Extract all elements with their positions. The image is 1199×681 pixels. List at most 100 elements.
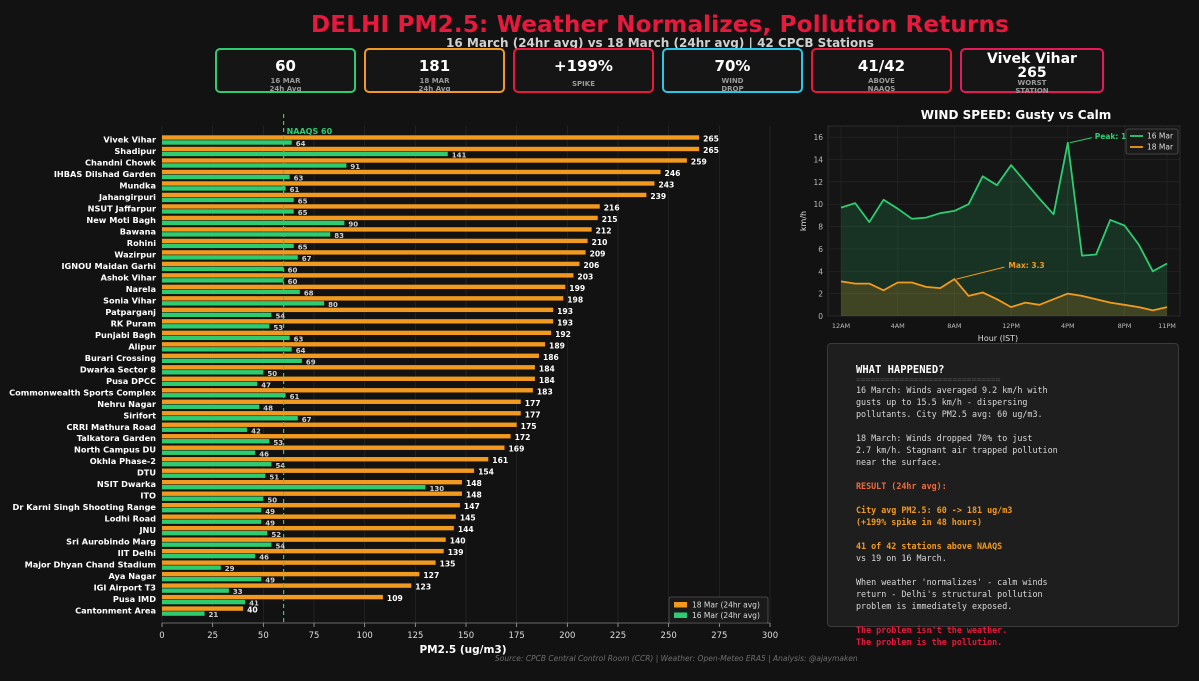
bar-mar18-value: 209 [590, 249, 606, 258]
bar-mar18-value: 123 [415, 583, 431, 592]
wind-area-mar16 [841, 142, 1167, 316]
bar-mar18 [162, 135, 700, 140]
bar-mar16-value: 54 [275, 462, 285, 470]
bar-mar18 [162, 514, 456, 519]
wind-line-mar18 [840, 278, 1168, 312]
bar-mar18 [162, 399, 521, 404]
bar-mar16-value: 46 [259, 554, 269, 562]
bar-mar16 [162, 347, 292, 352]
wind-ytick-label: 4 [818, 267, 823, 276]
station-label: New Moti Bagh [86, 215, 156, 225]
station-label: Patparganj [105, 307, 156, 317]
kpi-mar18-avg: 181 18 MAR 24h Avg [364, 48, 505, 93]
bar-mar16-value: 90 [348, 221, 358, 229]
note-result-city: City avg PM2.5: 60 -> 181 ug/m3 (+199% s… [856, 505, 1013, 527]
bar-mar18 [162, 365, 535, 370]
wind-y-axis-title: km/h [799, 211, 808, 231]
bar-mar18 [162, 376, 535, 381]
bar-mar18-value: 199 [569, 284, 585, 293]
bar-mar16-value: 51 [269, 473, 279, 481]
bar-mar16 [162, 404, 260, 409]
bar-mar16 [162, 450, 256, 455]
bar-mar18 [162, 411, 521, 416]
wind-ytick-label: 12 [813, 178, 823, 187]
wind-xtick-label: 11PM [1158, 322, 1176, 330]
bar-mar18-value: 148 [466, 491, 482, 500]
wind-line-mar16 [840, 141, 1168, 273]
bar-mar16 [162, 427, 248, 432]
station-label: ITO [140, 491, 156, 501]
kpi-spike: +199% SPIKE [513, 48, 654, 93]
wind-area-mar18 [841, 279, 1167, 316]
bar-mar18-value: 193 [557, 318, 573, 327]
bar-xtick-label: 0 [159, 631, 164, 641]
wind-xtick-label: 8AM [947, 322, 961, 330]
bar-mar16 [162, 542, 272, 547]
bar-mar16 [162, 462, 272, 467]
bar-mar16-value: 91 [350, 163, 360, 171]
station-label: IHBAS Dilshad Garden [54, 169, 156, 179]
bar-mar16-value: 46 [259, 450, 269, 458]
wind-xtick-label: 12AM [832, 322, 850, 330]
bar-mar16 [162, 611, 205, 616]
bar-mar18-value: 246 [665, 169, 681, 178]
station-label: Lodhi Road [104, 514, 156, 524]
note-result-compare: vs 19 on 16 March. [856, 553, 947, 563]
station-label: Burari Crossing [85, 353, 156, 363]
station-label: Dwarka Sector 8 [80, 364, 156, 374]
bar-mar16-value: 54 [275, 312, 285, 320]
station-label: Sri Aurobindo Marg [66, 537, 156, 547]
bar-mar16-value: 50 [267, 496, 277, 504]
station-label: Cantonment Area [75, 606, 156, 616]
bar-mar16-value: 80 [328, 301, 338, 309]
bar-mar18 [162, 422, 517, 427]
station-label: Nehru Nagar [97, 399, 157, 409]
kpi-label: SPIKE [572, 80, 595, 88]
wind-ytick-label: 10 [813, 200, 823, 209]
bar-mar16-value: 65 [298, 209, 308, 217]
bar-mar16-value: 60 [288, 266, 298, 274]
wind-x-axis-title: Hour (IST) [978, 334, 1018, 343]
wind-ytick-label: 0 [818, 312, 823, 321]
bar-mar18-value: 259 [691, 157, 707, 166]
bar-mar18-value: 139 [448, 548, 464, 557]
station-label: Talkatora Garden [77, 433, 156, 443]
bar-mar18-value: 210 [592, 238, 608, 247]
bar-mar18-value: 212 [596, 226, 612, 235]
kpi-label: 16 MAR 24h Avg [269, 77, 302, 93]
bar-mar16 [162, 289, 300, 295]
bar-xtick-label: 150 [458, 631, 474, 641]
bar-mar18 [162, 457, 489, 462]
bar-mar18-value: 169 [509, 445, 525, 454]
bar-mar18 [162, 181, 655, 186]
station-label: RK Puram [111, 318, 156, 328]
bar-mar16 [162, 278, 284, 283]
bar-mar16-value: 49 [265, 519, 275, 527]
bar-mar16-value: 83 [334, 232, 344, 240]
bar-mar16 [162, 301, 325, 306]
bar-mar18 [162, 330, 552, 336]
bar-xtick-label: 300 [762, 631, 778, 641]
station-label: IGNOU Maidan Garhi [61, 261, 156, 271]
page-title: DELHI PM2.5: Weather Normalizes, Polluti… [311, 12, 1009, 38]
bar-mar18-value: 154 [478, 468, 494, 477]
naaqs-label: NAAQS 60 [287, 127, 333, 136]
bar-mar18 [162, 261, 580, 267]
bar-mar16-value: 65 [298, 198, 308, 206]
kpi-row: 60 16 MAR 24h Avg 181 18 MAR 24h Avg +199%… [215, 48, 1108, 97]
source-credit: Source: CPCB Central Control Room (CCR) … [495, 654, 858, 663]
bar-mar18 [162, 204, 600, 209]
bar-mar18 [162, 215, 598, 221]
bar-mar18 [162, 594, 383, 600]
bar-mar16-value: 21 [209, 611, 219, 619]
bar-mar18-value: 175 [521, 422, 537, 431]
bar-mar16-value: 60 [288, 278, 298, 286]
kpi-label: ABOVE NAAQS [867, 77, 896, 93]
wind-plot-area [827, 125, 1181, 317]
kpi-label: WIND DROP [721, 77, 744, 93]
legend-swatch-mar18 [674, 602, 687, 608]
bar-xtick-label: 50 [258, 631, 269, 641]
bar-mar18 [162, 158, 687, 163]
bar-mar16-value: 130 [429, 485, 444, 493]
